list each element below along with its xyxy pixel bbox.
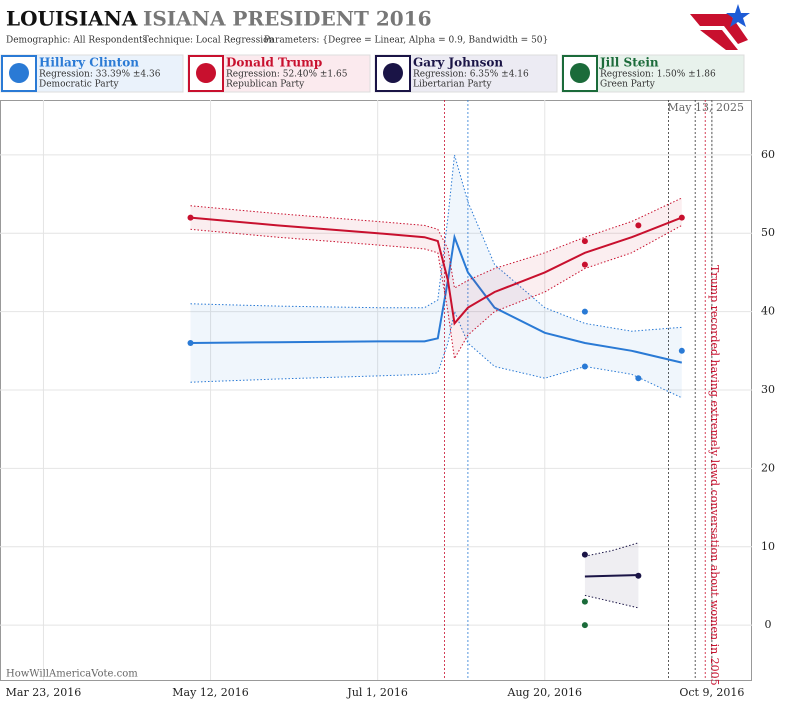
y-tick-label: 50	[761, 226, 775, 239]
legend-icon-shape	[196, 63, 216, 83]
demographic: Demographic: All Respondents	[6, 36, 148, 46]
x-tick-label: Aug 20, 2016	[507, 686, 583, 699]
annotation: Trump recorded having extremely lewd con…	[708, 265, 721, 686]
source: HowWillAmericaVote.com	[6, 669, 138, 680]
legend-party: Democratic Party	[39, 80, 120, 90]
date-stamp: May 13, 2025	[667, 101, 744, 114]
confidence-band	[190, 198, 682, 359]
y-tick-label: 10	[761, 540, 775, 553]
technique: Technique: Local Regression	[143, 36, 274, 46]
chart-title: LOUISIANA	[6, 7, 138, 31]
parameters: Parameters: {Degree = Linear, Alpha = 0.…	[264, 36, 548, 46]
poll-point	[187, 214, 194, 221]
poll-point	[581, 363, 588, 370]
logo	[690, 4, 750, 50]
x-tick-label: May 12, 2016	[172, 686, 249, 699]
poll-point	[581, 598, 588, 605]
poll-point	[678, 214, 685, 221]
poll-point	[187, 339, 194, 346]
x-tick-label: Mar 23, 2016	[6, 686, 82, 699]
poll-point	[581, 238, 588, 245]
x-tick-label: Jul 1, 2016	[346, 686, 408, 699]
legend-icon-shape	[383, 63, 403, 83]
legend-name: Gary Johnson	[413, 56, 503, 70]
legend-party: Libertarian Party	[413, 80, 492, 90]
legend-name: Hillary Clinton	[39, 56, 139, 70]
legend-party: Republican Party	[226, 80, 305, 90]
legend-name: Jill Stein	[599, 56, 659, 70]
y-tick-label: 60	[761, 148, 775, 161]
x-tick-label: Oct 9, 2016	[679, 686, 744, 699]
legend-icon-shape	[9, 63, 29, 83]
band-edge	[584, 594, 639, 609]
regression-line	[584, 574, 639, 578]
poll-point	[581, 551, 588, 558]
y-tick-label: 30	[761, 383, 775, 396]
poll-point	[635, 375, 642, 382]
chart-title-overlay: ISIANA PRESIDENT 2016	[143, 7, 432, 31]
poll-point	[635, 572, 642, 579]
regression-line	[190, 233, 683, 364]
y-tick-label: 40	[761, 305, 775, 318]
legend-name: Donald Trump	[226, 56, 322, 70]
legend-regression: Regression: 33.39% ±4.36	[39, 70, 161, 80]
poll-point	[678, 347, 685, 354]
legend-regression: Regression: 1.50% ±1.86	[600, 70, 716, 80]
legend-regression: Regression: 52.40% ±1.65	[226, 70, 348, 80]
poll-point	[581, 261, 588, 268]
confidence-band	[190, 154, 682, 398]
legend-icon-shape	[570, 63, 590, 83]
y-tick-label: 0	[765, 618, 772, 631]
y-tick-label: 20	[761, 461, 775, 474]
poll-point	[581, 622, 588, 629]
plot: 0 10 20 30 40 50 60 Mar 23, 2016 May 12, 2016 Jul…	[0, 100, 775, 699]
legend-regression: Regression: 6.35% ±4.16	[413, 70, 529, 80]
band-edge	[190, 224, 683, 361]
band-edge	[584, 542, 639, 557]
poll-point	[635, 222, 642, 229]
poll-point	[581, 308, 588, 315]
legend-party: Green Party	[600, 80, 656, 90]
regression-line	[190, 216, 683, 326]
